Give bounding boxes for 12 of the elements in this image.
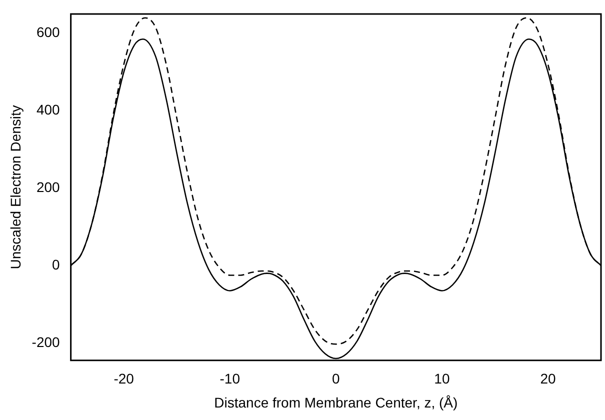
y-tick-label: 400 xyxy=(36,102,60,118)
y-tick-label: 600 xyxy=(36,24,60,40)
y-axis-title: Unscaled Electron Density xyxy=(7,105,24,270)
y-tick-label: 200 xyxy=(36,179,60,196)
x-tick-label: 0 xyxy=(332,370,340,387)
x-tick-label: 10 xyxy=(434,370,450,387)
x-tick-label: -10 xyxy=(220,370,240,387)
y-tick-label: 0 xyxy=(52,256,60,272)
y-tick-label: -200 xyxy=(32,334,60,350)
x-tick-label: 20 xyxy=(540,370,556,387)
x-tick-label: -20 xyxy=(114,370,134,387)
x-axis-title: Distance from Membrane Center, z, (Å) xyxy=(214,394,458,410)
